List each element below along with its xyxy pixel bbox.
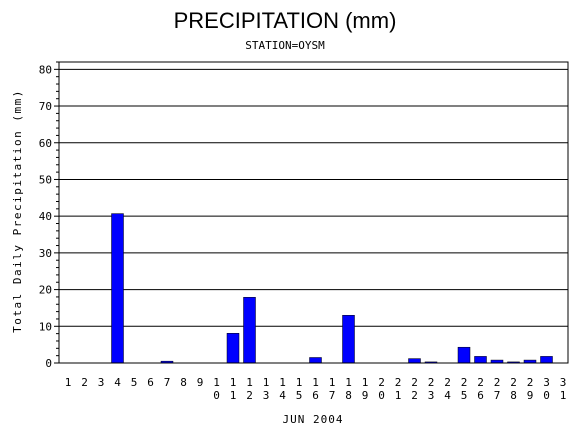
x-tick-label: 3: [543, 376, 550, 389]
x-tick-label: 2: [395, 376, 402, 389]
x-tick-label: 7: [164, 376, 171, 389]
chart-title: PRECIPITATION (mm): [174, 8, 397, 33]
y-tick-label: 10: [39, 320, 52, 333]
x-tick-label: 9: [362, 389, 369, 402]
x-tick-label: 5: [296, 389, 303, 402]
x-tick-label: 1: [329, 376, 336, 389]
x-tick-label: 5: [461, 389, 468, 402]
y-axis-label: Total Daily Precipitation (mm): [11, 89, 24, 333]
x-tick-label: 4: [279, 389, 286, 402]
x-tick-label: 2: [494, 376, 501, 389]
x-tick-label: 9: [197, 376, 204, 389]
x-tick-label: 2: [477, 376, 484, 389]
x-tick-label: 2: [246, 389, 253, 402]
x-tick-label: 0: [213, 389, 220, 402]
x-tick-label: 8: [345, 389, 352, 402]
x-tick-label: 6: [312, 389, 319, 402]
y-tick-label: 50: [39, 173, 52, 186]
x-tick-label: 2: [411, 389, 418, 402]
x-tick-label: 3: [263, 389, 270, 402]
x-tick-label: 1: [230, 389, 237, 402]
x-axis-label: JUN 2004: [283, 413, 344, 426]
x-tick-label: 1: [345, 376, 352, 389]
x-tick-label: 8: [180, 376, 187, 389]
x-tick-label: 1: [263, 376, 270, 389]
y-tick-label: 40: [39, 210, 52, 223]
y-tick-label: 80: [39, 63, 52, 76]
bar: [408, 358, 421, 364]
x-tick-label: 1: [230, 376, 237, 389]
x-tick-label: 7: [494, 389, 501, 402]
y-tick-label: 70: [39, 100, 52, 113]
bar: [457, 346, 471, 364]
x-tick-label: 5: [131, 376, 138, 389]
y-tick-label: 60: [39, 137, 52, 150]
x-tick-label: 2: [81, 376, 88, 389]
x-tick-label: 2: [444, 376, 451, 389]
x-tick-label: 6: [147, 376, 154, 389]
bar: [243, 297, 256, 364]
x-tick-label: 2: [428, 376, 435, 389]
x-tick-label: 1: [296, 376, 303, 389]
x-tick-label: 2: [527, 376, 534, 389]
y-axis-ticks: 0 10 20 30 40 50 60 70 80: [39, 61, 59, 370]
x-tick-label: 7: [329, 389, 336, 402]
x-tick-label: 1: [560, 389, 567, 402]
y-tick-label: 20: [39, 284, 52, 297]
chart-subtitle: STATION=OYSM: [245, 39, 325, 52]
x-tick-label: 1: [246, 376, 253, 389]
bar: [226, 333, 240, 364]
bar: [309, 357, 322, 364]
x-tick-label: 4: [114, 376, 121, 389]
x-tick-label: 2: [411, 376, 418, 389]
y-tick-label: 30: [39, 247, 52, 260]
x-tick-label: 1: [279, 376, 286, 389]
x-tick-label: 1: [65, 376, 72, 389]
x-tick-label: 1: [312, 376, 319, 389]
bar: [474, 356, 487, 364]
bar: [540, 356, 553, 364]
x-tick-label: 2: [461, 376, 468, 389]
bar: [342, 315, 355, 364]
x-tick-label: 6: [477, 389, 484, 402]
x-tick-label: 2: [510, 376, 517, 389]
bar: [111, 213, 124, 364]
x-tick-label: 4: [444, 389, 451, 402]
x-tick-label: 3: [98, 376, 105, 389]
x-tick-label: 3: [428, 389, 435, 402]
x-tick-label: 3: [560, 376, 567, 389]
x-tick-label: 1: [213, 376, 220, 389]
x-tick-label: 1: [395, 389, 402, 402]
y-tick-label: 0: [45, 357, 52, 370]
x-tick-label: 9: [527, 389, 534, 402]
x-tick-label: 1: [362, 376, 369, 389]
grid-lines: [59, 68, 568, 327]
bars: [111, 213, 553, 364]
x-tick-label: 0: [378, 389, 385, 402]
x-axis-ticks: 1 2 3 4 5 6 7 8 9 1011121314151617181920212223242…: [65, 376, 567, 402]
x-tick-label: 8: [510, 389, 517, 402]
plot-frame: [58, 61, 569, 364]
x-tick-label: 0: [543, 389, 550, 402]
x-tick-label: 2: [378, 376, 385, 389]
